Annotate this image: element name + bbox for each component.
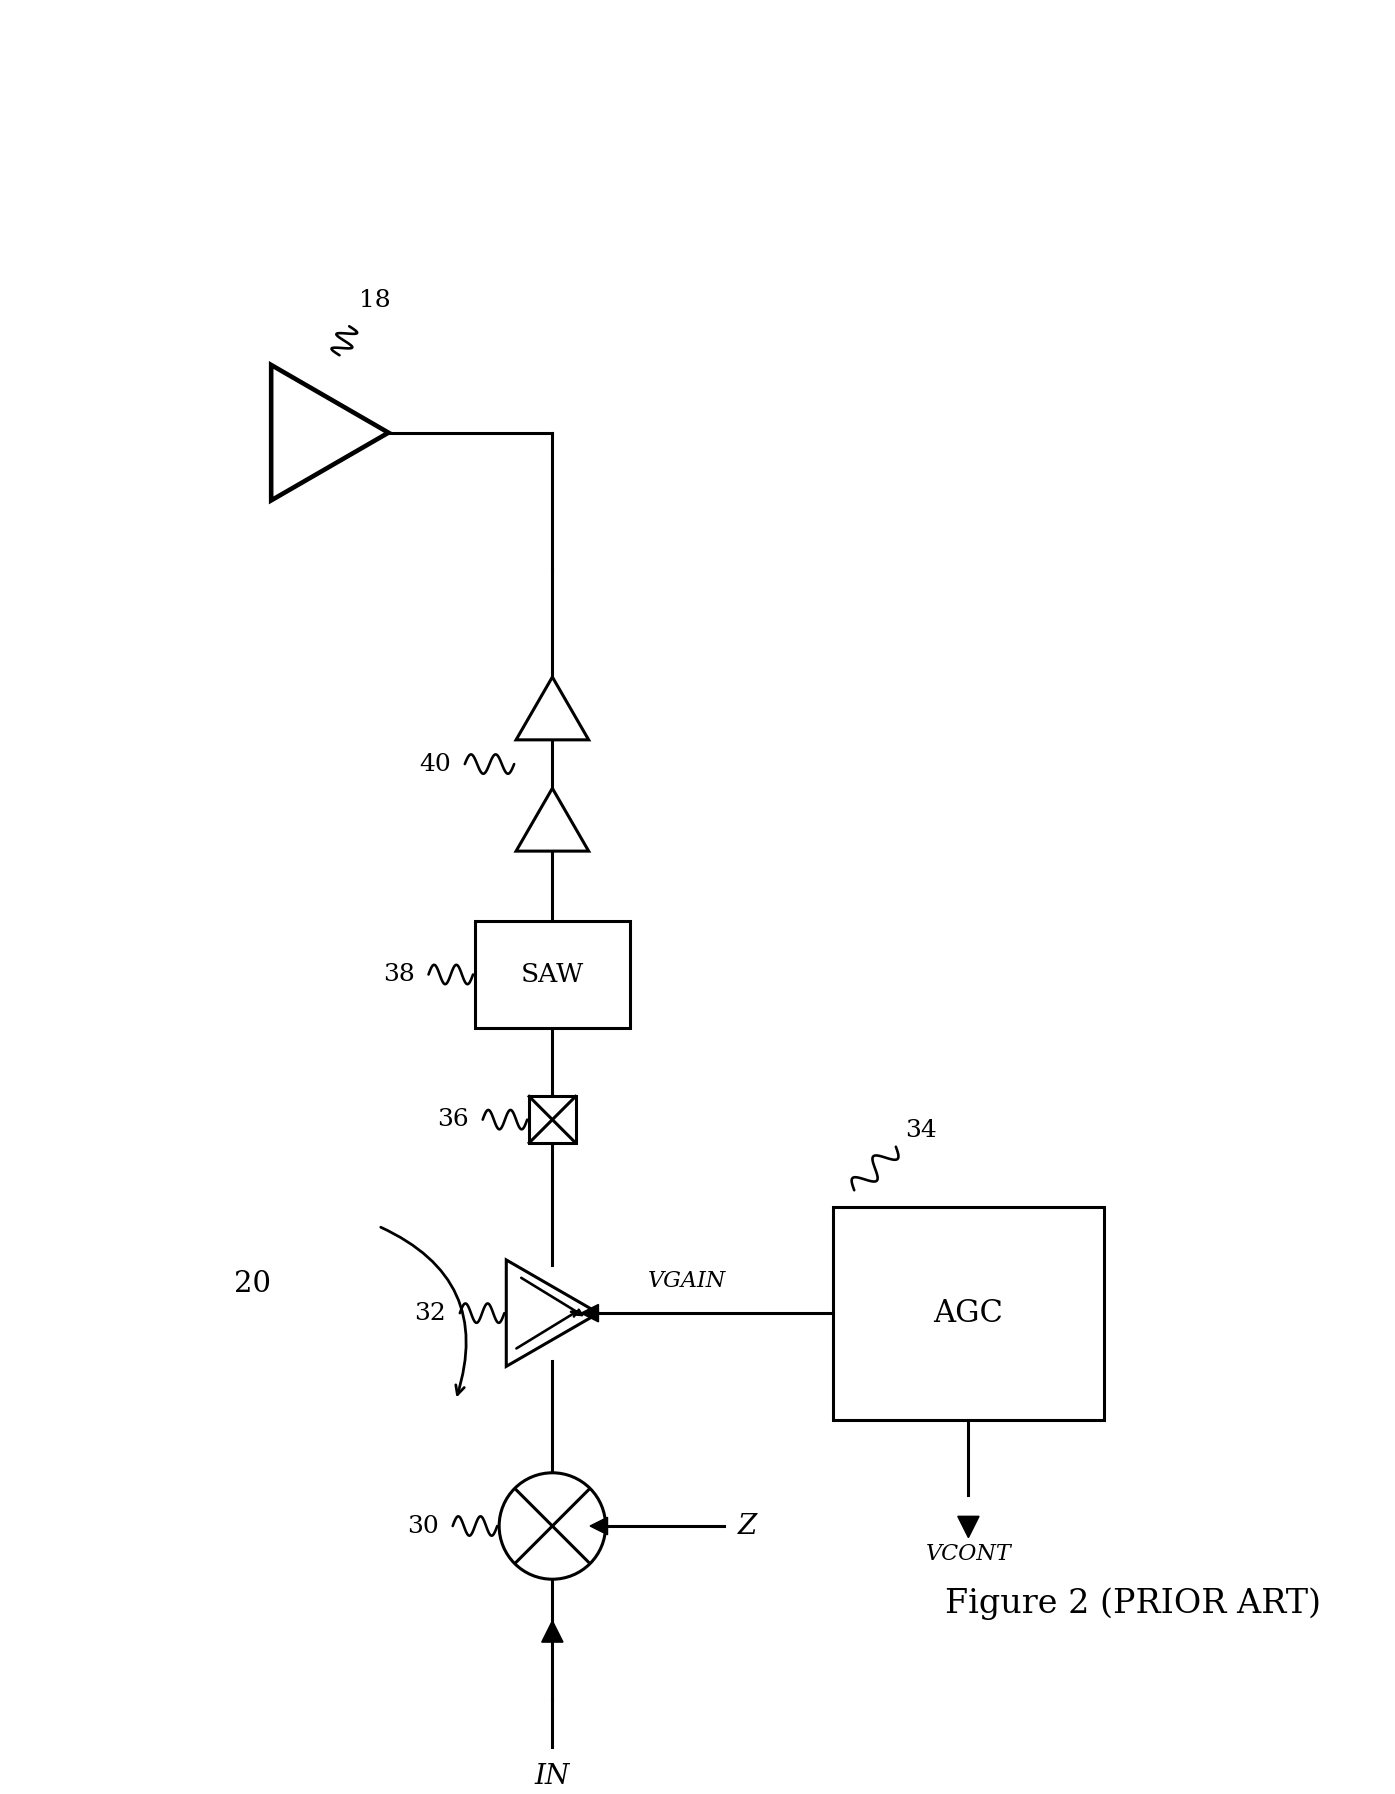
Text: 36: 36 — [438, 1109, 469, 1132]
Text: SAW: SAW — [520, 962, 585, 987]
Polygon shape — [582, 1304, 598, 1322]
Text: 40: 40 — [420, 752, 451, 775]
Text: 32: 32 — [414, 1302, 446, 1324]
Text: Z: Z — [738, 1512, 757, 1539]
Polygon shape — [541, 1620, 564, 1642]
Text: Figure 2 (PRIOR ART): Figure 2 (PRIOR ART) — [944, 1588, 1321, 1620]
Text: 34: 34 — [905, 1119, 937, 1143]
Text: 18: 18 — [359, 289, 391, 312]
Bar — [529, 1096, 576, 1143]
Text: VCONT: VCONT — [925, 1543, 1011, 1566]
Text: IN: IN — [534, 1764, 571, 1790]
Text: 20: 20 — [234, 1270, 271, 1299]
Text: 38: 38 — [384, 963, 414, 987]
Text: 30: 30 — [407, 1514, 439, 1537]
Polygon shape — [958, 1516, 979, 1537]
Bar — [474, 922, 629, 1028]
Polygon shape — [590, 1518, 607, 1534]
Bar — [833, 1207, 1103, 1419]
Text: AGC: AGC — [933, 1297, 1003, 1329]
Text: VGAIN: VGAIN — [647, 1270, 725, 1292]
